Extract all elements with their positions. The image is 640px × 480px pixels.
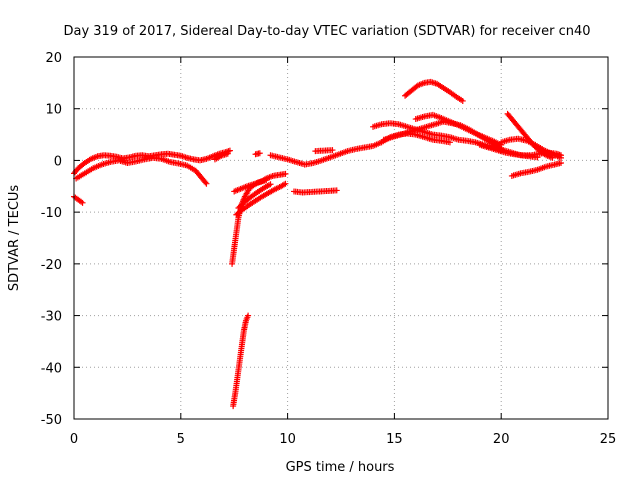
chart-title: Day 319 of 2017, Sidereal Day-to-day VTE…: [63, 24, 590, 39]
y-axis-title: SDTVAR / TECUs: [7, 185, 22, 292]
y-axis-ticks: -50 -40 -30 -20 -10 0 10 20: [41, 51, 608, 428]
data-point: [226, 147, 233, 154]
series-arc-early-neg: [71, 193, 86, 206]
data-point: [79, 199, 86, 206]
series-arc-slope-a: [231, 177, 270, 195]
data-point: [203, 180, 210, 187]
y-tick-label: -40: [41, 361, 62, 376]
x-tick-label: 0: [70, 432, 78, 447]
series-arc-late-c: [508, 160, 565, 179]
y-tick-label: -10: [41, 206, 62, 221]
data-points: [71, 78, 565, 410]
y-tick-label: 0: [54, 154, 62, 169]
grid: [74, 57, 608, 419]
data-point: [282, 170, 289, 177]
plot-frame: [73, 56, 609, 420]
series-arc-steep-drop: [230, 312, 252, 410]
data-point: [245, 312, 252, 319]
y-tick-label: 10: [45, 103, 62, 118]
x-tick-label: 20: [493, 432, 510, 447]
series-arc-late-d: [498, 135, 565, 161]
data-point: [446, 139, 453, 146]
y-tick-label: -20: [41, 258, 62, 273]
series-arc-slope-b: [233, 180, 289, 218]
series-arc-afternoon-a: [312, 147, 336, 155]
data-point: [459, 97, 466, 104]
series-arc-afternoon-d: [412, 111, 505, 148]
data-point: [333, 187, 340, 194]
series-arc-early: [71, 147, 233, 177]
data-point: [558, 160, 565, 167]
data-point: [282, 180, 289, 187]
series-arc-peak: [402, 78, 466, 104]
series-arc-noon-neg: [291, 187, 340, 196]
series-arc-short-high: [252, 150, 263, 158]
data-point: [263, 177, 270, 184]
data-point: [224, 150, 231, 157]
x-tick-label: 5: [177, 432, 185, 447]
x-tick-label: 25: [600, 432, 617, 447]
data-point: [558, 154, 565, 161]
y-tick-label: 20: [45, 51, 62, 66]
data-point: [202, 179, 209, 186]
data-point: [329, 147, 336, 154]
series-arc-mid-a: [211, 150, 231, 163]
x-tick-label: 10: [279, 432, 296, 447]
y-tick-label: -30: [41, 310, 62, 325]
series-arc-noon: [267, 130, 453, 168]
x-axis-ticks: 0 5 10 15 20 25: [70, 57, 616, 447]
series-arc-early-low: [73, 154, 210, 187]
data-point: [267, 181, 274, 188]
series-arc-slope-c: [235, 181, 274, 212]
x-axis-title: GPS time / hours: [286, 460, 395, 475]
y-tick-label: -50: [41, 413, 62, 428]
x-tick-label: 15: [386, 432, 403, 447]
data-point: [256, 150, 263, 157]
